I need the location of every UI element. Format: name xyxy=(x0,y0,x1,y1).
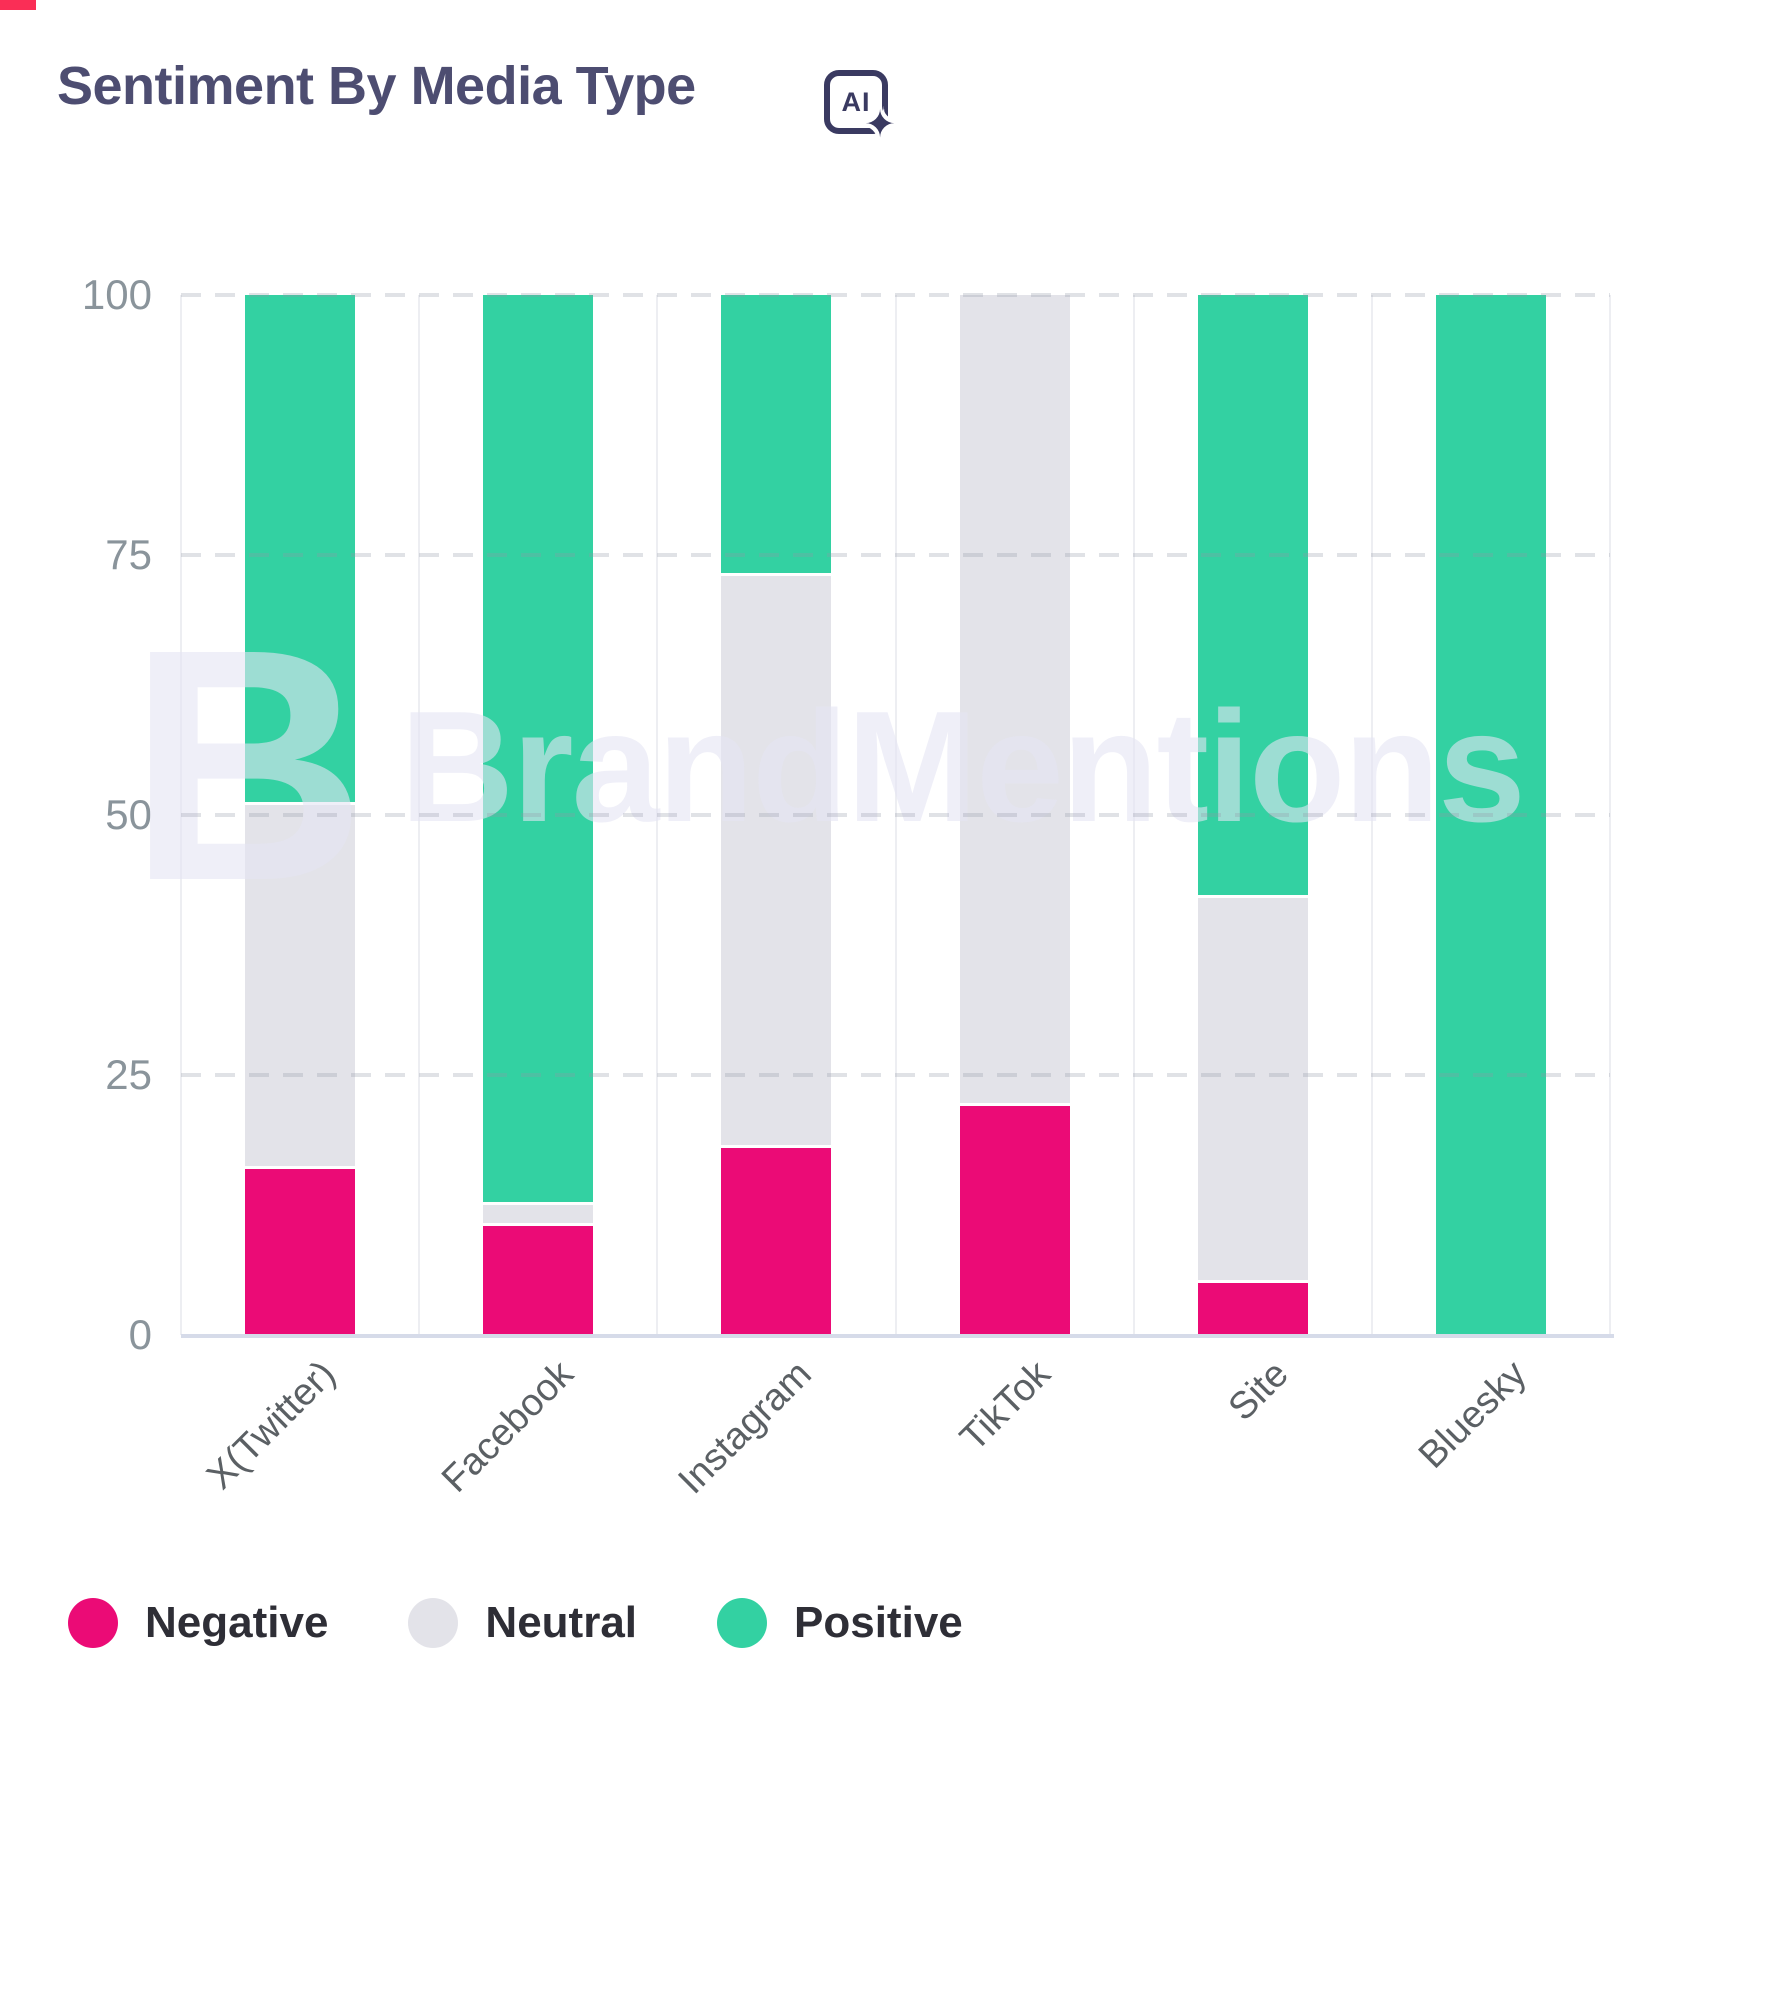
x-axis-category-label: Instagram xyxy=(670,1353,821,1503)
bar-segment-site-negative[interactable] xyxy=(1197,1283,1308,1335)
legend-dot-positive xyxy=(717,1598,768,1648)
bar-segment-xtwitter-positive[interactable] xyxy=(245,295,356,802)
category-separator-line xyxy=(1132,295,1135,1335)
bar-segment-tiktok-negative[interactable] xyxy=(959,1106,1070,1335)
category-separator-line xyxy=(180,295,182,1335)
x-axis-category-label: Facebook xyxy=(434,1353,582,1501)
category-separator-line xyxy=(656,295,659,1335)
legend-item-positive[interactable]: Positive xyxy=(717,1598,963,1648)
category-separator-line xyxy=(1370,295,1373,1335)
bar-segment-facebook-neutral[interactable] xyxy=(483,1205,594,1223)
top-left-red-marker xyxy=(0,0,36,10)
x-axis-category-label: TikTok xyxy=(951,1353,1059,1460)
legend-label: Neutral xyxy=(485,1598,638,1647)
x-axis-baseline xyxy=(181,1334,1614,1338)
horizontal-gridline xyxy=(181,553,1610,557)
horizontal-gridline xyxy=(181,813,1610,817)
bar-segment-site-neutral[interactable] xyxy=(1197,898,1308,1280)
legend-item-negative[interactable]: Negative xyxy=(68,1598,328,1648)
bar-segment-instagram-neutral[interactable] xyxy=(721,575,832,1145)
y-axis-tick-label: 100 xyxy=(81,271,152,318)
sparkle-icon: ✦ xyxy=(864,104,896,146)
ai-insights-button[interactable]: AI ✦ xyxy=(824,70,896,144)
x-axis-category-label: X(Twitter) xyxy=(199,1353,344,1498)
y-axis-tick-label: 50 xyxy=(105,791,152,838)
bar-segment-facebook-negative[interactable] xyxy=(483,1225,594,1335)
y-axis-tick-label: 75 xyxy=(105,531,152,578)
bar-segment-instagram-positive[interactable] xyxy=(721,295,832,573)
category-separator-line xyxy=(894,295,897,1335)
legend-label: Negative xyxy=(145,1598,329,1647)
y-axis-tick-label: 0 xyxy=(128,1311,152,1358)
bar-segment-facebook-positive[interactable] xyxy=(483,295,594,1202)
x-axis-category-label: Site xyxy=(1220,1353,1297,1430)
legend-label: Positive xyxy=(794,1598,963,1647)
bar-segment-xtwitter-neutral[interactable] xyxy=(245,804,356,1166)
bar-segment-site-positive[interactable] xyxy=(1197,295,1308,896)
chart-title: Sentiment By Media Type xyxy=(57,56,696,116)
bar-segment-tiktok-neutral[interactable] xyxy=(959,295,1070,1104)
legend-dot-neutral xyxy=(408,1598,459,1648)
legend-dot-negative xyxy=(68,1598,118,1648)
horizontal-gridline xyxy=(181,1073,1610,1077)
x-axis-category-label: Bluesky xyxy=(1410,1353,1535,1477)
category-separator-line xyxy=(418,295,421,1335)
bar-segment-xtwitter-negative[interactable] xyxy=(245,1168,356,1335)
bar-segment-bluesky-positive[interactable] xyxy=(1435,295,1546,1335)
bar-segment-instagram-negative[interactable] xyxy=(721,1147,832,1335)
chart-legend: Negative Neutral Positive xyxy=(68,1598,963,1648)
legend-item-neutral[interactable]: Neutral xyxy=(408,1598,637,1648)
ai-icon: AI xyxy=(841,86,871,117)
horizontal-gridline xyxy=(181,293,1610,297)
y-axis-tick-label: 25 xyxy=(105,1051,152,1098)
category-separator-line xyxy=(1609,295,1611,1335)
